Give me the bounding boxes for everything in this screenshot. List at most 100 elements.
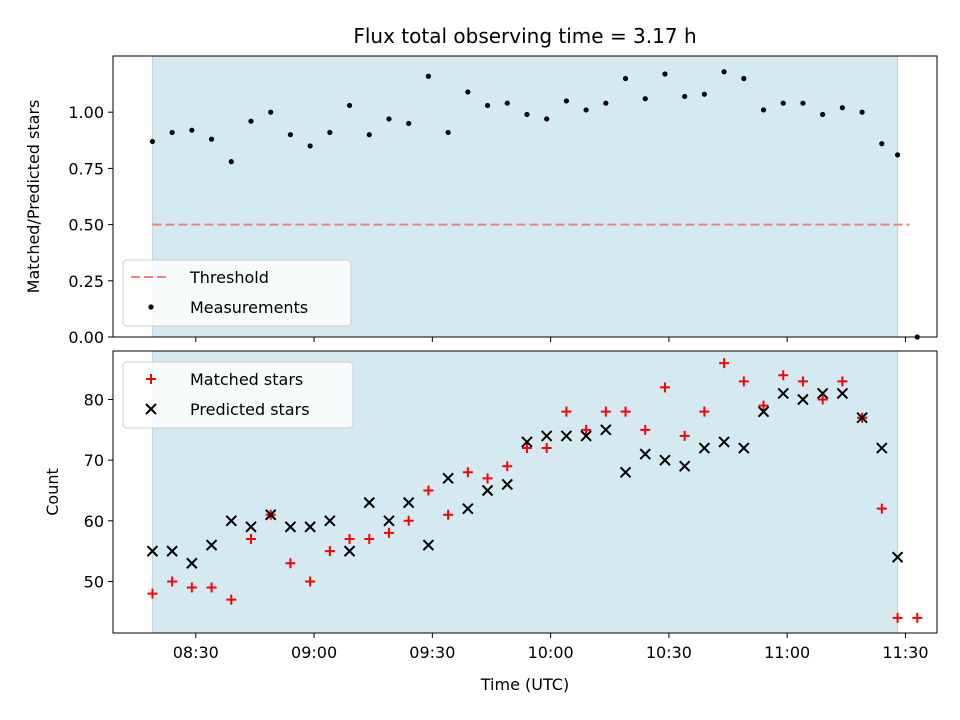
predicted-star-point [245, 521, 257, 533]
matched-star-point [640, 424, 651, 435]
predicted-star-point [738, 442, 750, 454]
predicted-star-point [186, 557, 198, 569]
series-predicted-stars [146, 387, 904, 569]
legend-predicted-swatch [145, 403, 157, 415]
matched-star-point [305, 576, 316, 587]
x-tick-label: 11:30 [882, 643, 928, 662]
measurement-point [701, 91, 707, 97]
legend-label: Matched stars [190, 370, 303, 389]
matched-star-point [383, 527, 394, 538]
measurement-point [287, 132, 294, 138]
matched-star-point [581, 424, 592, 435]
legend-label: Predicted stars [190, 400, 310, 419]
measurement-point [307, 143, 313, 149]
y-tick-label: 1.00 [68, 103, 104, 122]
matched-star-point [797, 376, 808, 387]
measurement-point [721, 69, 727, 75]
count-panel: 50 60 70 80 08:30 09:00 09:30 10:00 10:30 11:00 11… [43, 350, 938, 662]
y-axis-title: Count [43, 468, 62, 516]
measurement-point [504, 100, 510, 106]
legend: Threshold Measurements [122, 259, 352, 327]
measurement-point [425, 73, 432, 79]
predicted-star-point [891, 551, 904, 563]
measurement-point [741, 75, 747, 82]
measurement-point [149, 138, 156, 145]
predicted-star-point [205, 539, 218, 551]
measurement-point [820, 111, 826, 118]
predicted-star-point [501, 478, 513, 491]
y-tick-label: 80 [84, 391, 104, 410]
measurement-point [524, 111, 530, 118]
predicted-star-point [698, 442, 711, 454]
y-tick-label: 0.00 [68, 328, 104, 347]
matched-star-point [541, 443, 552, 454]
predicted-star-point [146, 545, 159, 557]
measurement-point [228, 159, 234, 165]
predicted-star-point [797, 393, 809, 406]
predicted-star-point [481, 484, 494, 497]
predicted-star-point [521, 436, 533, 448]
measurement-point [248, 118, 254, 124]
legend-matched-swatch [146, 374, 156, 384]
plot-frame [112, 350, 938, 634]
predicted-star-point [402, 496, 415, 509]
matched-star-point [423, 485, 434, 496]
matched-star-point [344, 534, 355, 544]
matched-star-point [285, 558, 296, 569]
measurement-point [465, 89, 471, 95]
predicted-star-point [639, 448, 651, 460]
series-matched-stars [147, 358, 923, 623]
x-tick-label: 11:00 [764, 643, 810, 662]
predicted-star-point [678, 460, 691, 472]
measurement-point [563, 98, 569, 104]
measurement-point [445, 129, 451, 136]
measurement-point [169, 129, 175, 136]
matched-star-point [226, 594, 237, 605]
predicted-star-point [619, 466, 632, 478]
x-tick-label: 10:00 [528, 643, 574, 662]
matched-star-point [679, 430, 690, 441]
predicted-star-point [343, 545, 356, 557]
measurement-point [583, 107, 589, 113]
matched-star-point [620, 406, 631, 417]
predicted-star-point [383, 515, 395, 527]
predicted-star-point [225, 515, 237, 527]
predicted-star-point [816, 387, 829, 400]
measurement-point [879, 141, 885, 147]
chart-title: Flux total observing time = 3.17 h [353, 24, 696, 48]
legend-label: Threshold [189, 268, 269, 287]
predicted-star-point [540, 430, 553, 442]
y-tick-label: 70 [84, 451, 104, 470]
matched-star-point [738, 376, 749, 387]
predicted-star-point [304, 521, 316, 533]
y-tick-label: 60 [84, 512, 104, 531]
legend-box [122, 361, 354, 429]
measurement-point [406, 120, 412, 127]
measurement-point [859, 109, 865, 115]
matched-star-point [600, 406, 611, 417]
matched-star-point [876, 503, 887, 514]
predicted-star-point [659, 454, 671, 466]
predicted-star-point [560, 430, 573, 442]
predicted-star-point [876, 442, 888, 454]
y-axis-title: Matched/Predicted stars [24, 100, 43, 294]
measurement-point [682, 93, 688, 100]
measurement-point [662, 71, 668, 77]
matched-star-point [167, 576, 178, 587]
x-tick-label: 08:30 [173, 643, 219, 662]
predicted-star-point [462, 502, 474, 515]
ratio-panel: 0.00 0.25 0.50 0.75 1.00 Matched/Predicted st… [24, 55, 938, 347]
measurement-point [208, 136, 215, 142]
matched-star-point [364, 534, 375, 544]
matched-star-point [186, 582, 197, 593]
predicted-star-point [166, 545, 178, 557]
matched-star-point [758, 400, 769, 411]
legend-box [122, 259, 352, 327]
matched-star-point [502, 461, 513, 472]
predicted-star-point [284, 521, 297, 533]
matched-star-point [403, 515, 414, 526]
predicted-star-point [324, 515, 336, 527]
predicted-star-point [757, 405, 770, 418]
x-tick-label: 10:30 [646, 643, 692, 662]
